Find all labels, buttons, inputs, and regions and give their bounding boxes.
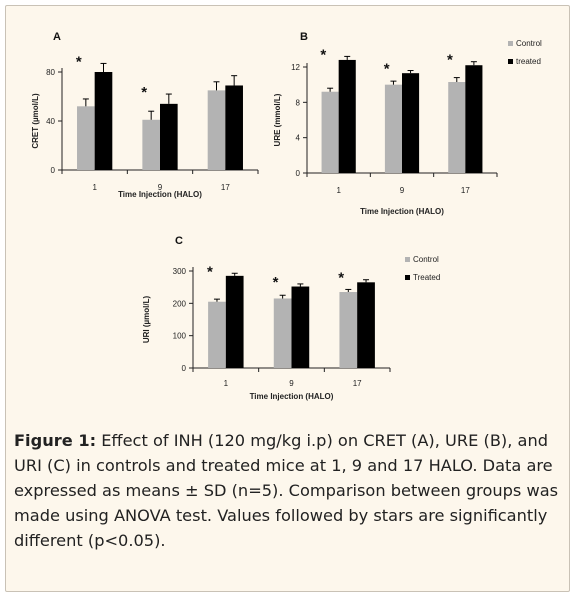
panel-b-letter: B (300, 31, 308, 43)
panel-a-bar-treated (160, 103, 178, 170)
panel-c-y-tick-label: 200 (173, 299, 187, 308)
panel-c-bar-treated (291, 286, 310, 368)
caption-text: Effect of INH (120 mg/kg i.p) on CRET (A… (14, 431, 559, 550)
panel-a-category-label: 9 (158, 183, 163, 192)
panel-c-category-label: 17 (353, 379, 362, 388)
panel-b-category-label: 1 (336, 186, 341, 195)
panel-b-legend-label-treated: treated (516, 57, 541, 66)
panel-c-y-tick-label: 0 (182, 364, 187, 373)
panel-a-x-label: Time Injection (HALO) (118, 190, 202, 199)
panel-a-letter: A (53, 31, 61, 43)
panel-b-significance-star: * (320, 46, 326, 63)
panel-b-bar-control (321, 91, 339, 173)
panel-c-legend-swatch-control (405, 257, 410, 262)
panel-b-bar-control (384, 84, 402, 173)
figure-caption: Figure 1: Effect of INH (120 mg/kg i.p) … (14, 428, 562, 553)
panel-a-significance-star: * (141, 84, 147, 101)
panel-b-bar-treated (402, 73, 420, 173)
panel-b-bar-treated (338, 59, 356, 173)
caption-label: Figure 1: (14, 431, 97, 450)
panel-a-y-tick-label: 40 (46, 117, 55, 126)
panel-c-legend-swatch-treated (405, 275, 410, 280)
panel-b-bar-control (448, 82, 466, 173)
panel-c-significance-star: * (273, 274, 279, 291)
panel-c-bar-treated (225, 275, 244, 368)
panel-a-category-label: 17 (221, 183, 230, 192)
panel-c-significance-star: * (207, 263, 213, 280)
panel-a-bar-treated (225, 85, 243, 170)
panel-c-bar-control (339, 292, 358, 368)
panel-c-letter: C (175, 235, 183, 247)
panel-a-bar-control (77, 106, 95, 170)
panel-a-y-label: CRET (µmol/L) (31, 93, 40, 149)
panel-c-y-tick-label: 100 (173, 332, 187, 341)
panel-c-bar-control (208, 301, 226, 368)
panel-b-significance-star: * (384, 61, 390, 78)
panel-b-legend-label-control: Control (516, 39, 542, 48)
panel-c-y-tick-label: 300 (173, 267, 187, 276)
panel-c-bar-treated (357, 282, 375, 368)
panel-c-legend-label-control: Control (413, 255, 439, 264)
panel-c-bar-control (273, 298, 292, 368)
panel-c-y-label: URI (µmol/L) (142, 296, 151, 344)
panel-b-y-tick-label: 4 (296, 134, 301, 143)
panel-b-y-tick-label: 8 (296, 98, 301, 107)
panel-a-bar-control (142, 119, 160, 170)
panel-c-category-label: 1 (224, 379, 229, 388)
panel-c-legend-label-treated: Treated (413, 273, 440, 282)
panel-b-bar-treated (465, 65, 483, 173)
panel-c-x-label: Time Injection (HALO) (250, 392, 334, 401)
panel-b-category-label: 9 (400, 186, 405, 195)
panel-a-significance-star: * (76, 53, 82, 70)
panel-a-bar-control (207, 90, 226, 170)
panel-b-category-label: 17 (461, 186, 470, 195)
panel-b-y-tick-label: 0 (296, 169, 301, 178)
panel-b-significance-star: * (447, 52, 453, 69)
panel-c-significance-star: * (338, 270, 344, 287)
panel-c-category-label: 9 (289, 379, 294, 388)
panel-a-bar-treated (94, 72, 113, 170)
panel-a-y-tick-label: 0 (51, 166, 56, 175)
panel-b-legend-swatch-control (508, 41, 513, 46)
panel-a-y-tick-label: 80 (46, 68, 55, 77)
panel-b-y-tick-label: 12 (291, 63, 300, 72)
panel-a-category-label: 1 (92, 183, 97, 192)
panel-b-x-label: Time Injection (HALO) (360, 207, 444, 216)
panel-b-y-label: URE (mmol/L) (273, 93, 282, 146)
panel-b-legend-swatch-treated (508, 59, 513, 64)
